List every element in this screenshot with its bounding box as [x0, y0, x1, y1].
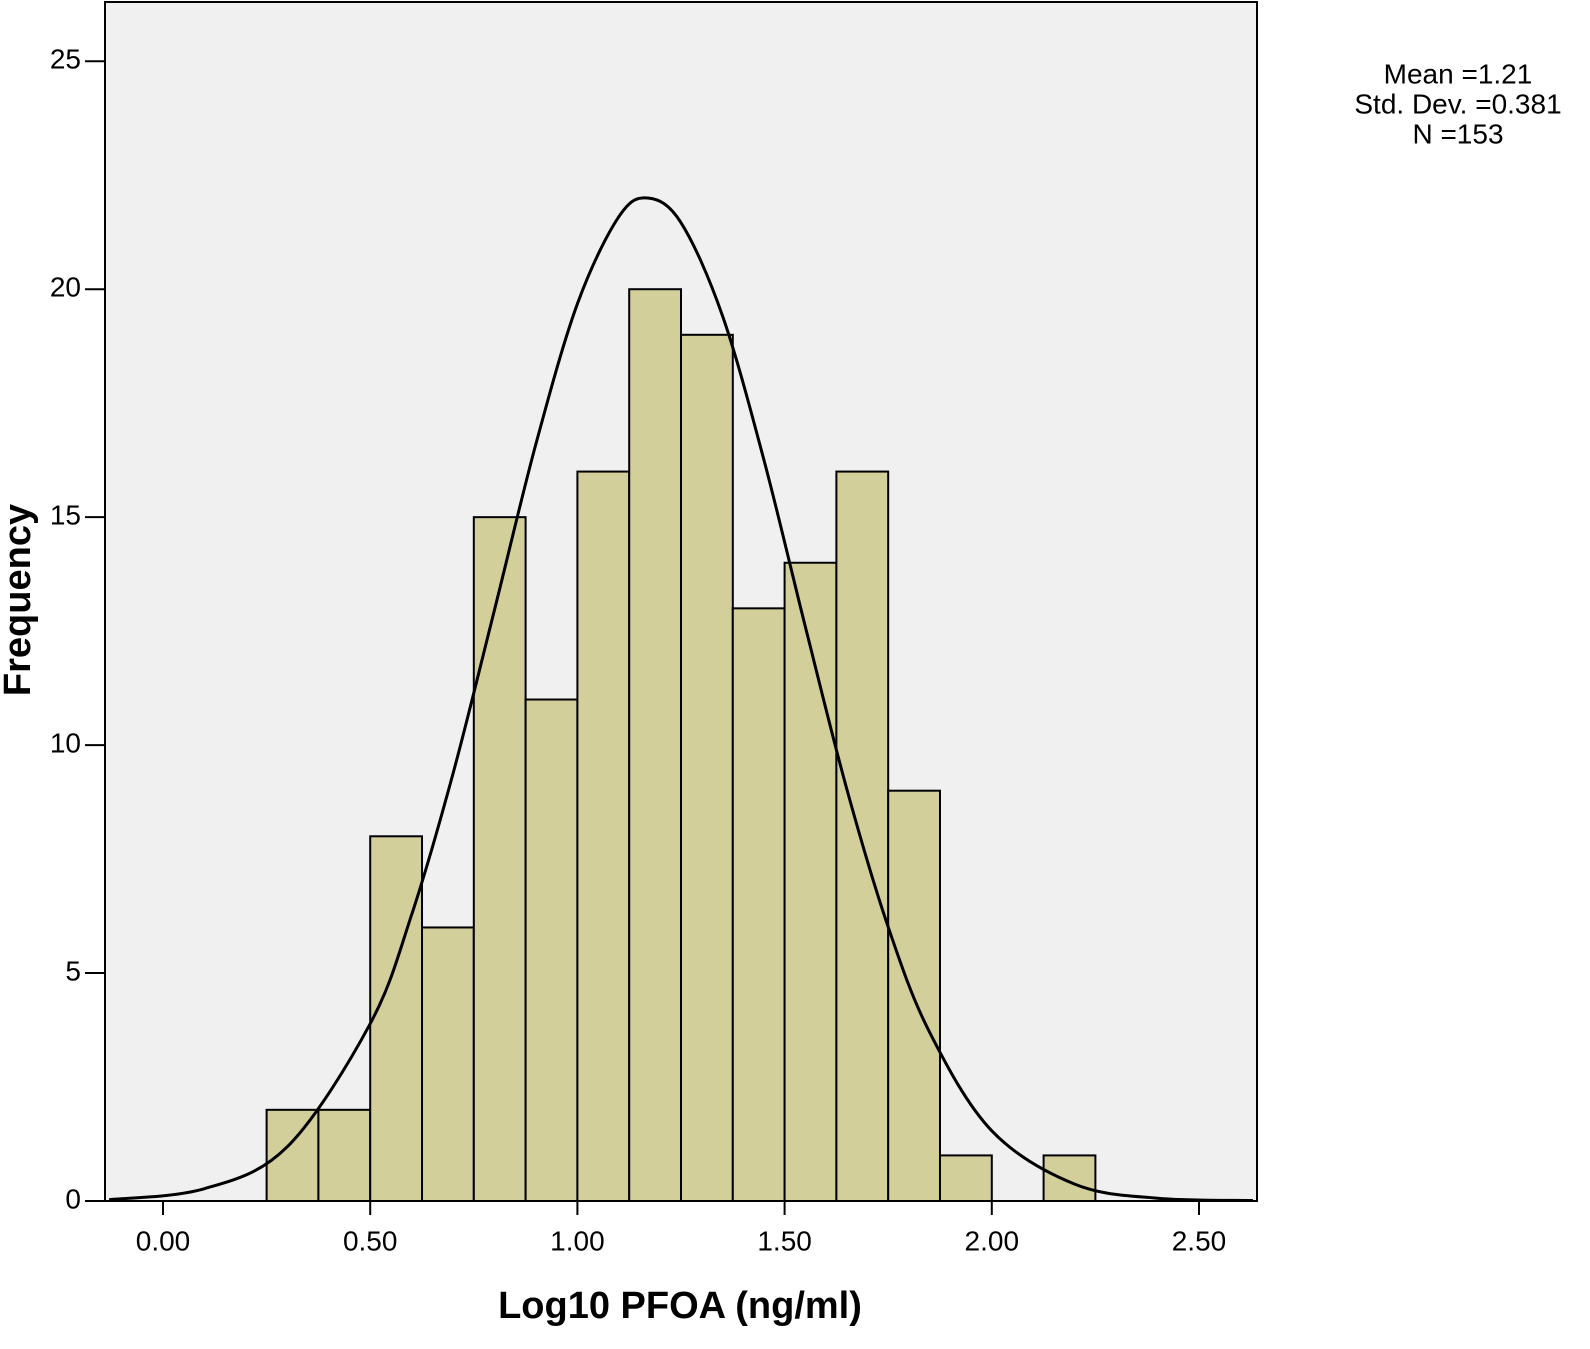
bar	[576, 470, 631, 1203]
bar	[628, 288, 682, 1202]
bar	[783, 561, 838, 1202]
marks	[108, 196, 1253, 1203]
bar	[524, 698, 579, 1202]
bar	[265, 1108, 320, 1202]
x-tick-label: 1.50	[757, 1225, 812, 1256]
bar	[472, 516, 527, 1202]
y-tick-label: 25	[50, 44, 81, 75]
x-axis-title: Log10 PFOA (ng/ml)	[498, 1285, 862, 1327]
plot-border	[104, 1, 1258, 1202]
bar	[1042, 1154, 1097, 1202]
stat-annotation: N =153	[1412, 118, 1503, 149]
stat-annotation: Mean =1.21	[1384, 58, 1533, 89]
x-tick-label: 1.00	[550, 1225, 605, 1256]
y-axis-title: Frequency	[0, 504, 39, 696]
normal-curve	[108, 196, 1253, 1203]
bar	[835, 470, 890, 1203]
x-tick-label: 2.00	[965, 1225, 1020, 1256]
y-tick-label: 0	[65, 1183, 81, 1214]
y-tick-label: 15	[50, 500, 81, 531]
y-tick-label: 10	[50, 727, 81, 758]
bar	[317, 1108, 372, 1202]
x-tick-label: 0.50	[343, 1225, 398, 1256]
y-tick-label: 20	[50, 272, 81, 303]
y-tick-label: 5	[65, 955, 81, 986]
stat-annotation: Std. Dev. =0.381	[1354, 88, 1561, 119]
bar	[421, 926, 475, 1202]
bar	[680, 333, 734, 1202]
bar	[731, 607, 786, 1202]
bar	[938, 1154, 993, 1202]
bar	[369, 835, 424, 1202]
x-tick-label: 0.00	[136, 1225, 191, 1256]
x-tick-label: 2.50	[1172, 1225, 1227, 1256]
